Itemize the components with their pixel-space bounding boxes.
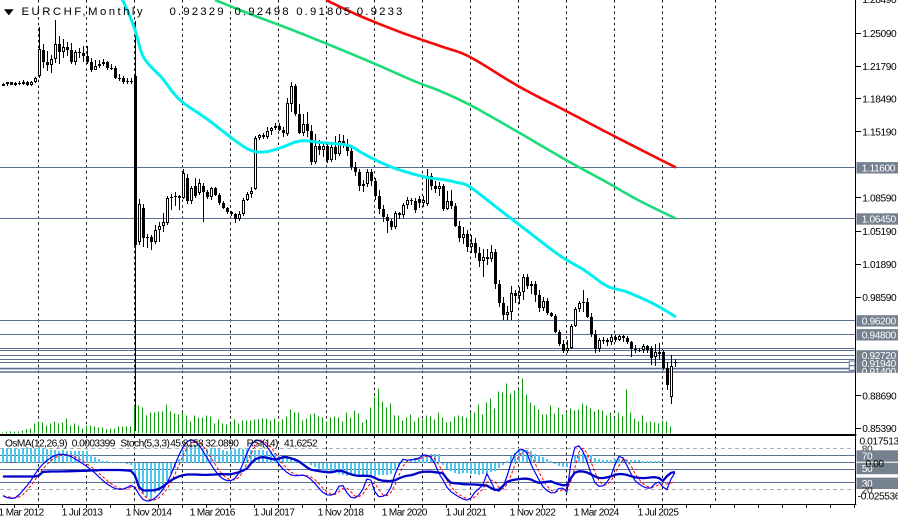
- svg-text:32.0890: 32.0890: [205, 438, 239, 449]
- svg-text:1 Jul 2013: 1 Jul 2013: [62, 507, 104, 518]
- svg-text:0.91940: 0.91940: [862, 359, 897, 370]
- svg-text:45.8158: 45.8158: [170, 438, 204, 449]
- svg-text:OsMA(12,26,9): OsMA(12,26,9): [5, 438, 67, 449]
- svg-text:0.88690: 0.88690: [862, 391, 897, 402]
- svg-text:EURCHF,Monthly: EURCHF,Monthly: [22, 6, 146, 18]
- svg-text:1 Mar 2012: 1 Mar 2012: [0, 507, 45, 518]
- svg-text:30: 30: [862, 479, 873, 490]
- svg-text:0.91805: 0.91805: [296, 6, 352, 18]
- svg-text:20: 20: [862, 485, 873, 496]
- svg-text:1 Nov 2022: 1 Nov 2022: [510, 507, 557, 518]
- svg-text:1 Jul 2017: 1 Jul 2017: [254, 507, 296, 518]
- svg-text:0.96200: 0.96200: [862, 317, 897, 328]
- svg-text:1.18490: 1.18490: [862, 95, 897, 106]
- svg-text:1.05190: 1.05190: [862, 227, 897, 238]
- svg-text:1.01890: 1.01890: [862, 260, 897, 271]
- svg-text:1.06450: 1.06450: [862, 215, 897, 226]
- svg-text:Stoch(5,3,3): Stoch(5,3,3): [120, 438, 169, 449]
- svg-text:0.94800: 0.94800: [862, 331, 897, 342]
- svg-text:0.92329: 0.92329: [170, 6, 226, 18]
- svg-text:0.91400: 0.91400: [862, 367, 897, 378]
- svg-text:1 Nov 2014: 1 Nov 2014: [126, 507, 173, 518]
- svg-text:1.25090: 1.25090: [862, 29, 897, 40]
- svg-text:-0.025536: -0.025536: [858, 491, 898, 502]
- svg-text:0.85390: 0.85390: [862, 424, 897, 435]
- svg-text:0.92498: 0.92498: [235, 6, 291, 18]
- svg-text:0.98590: 0.98590: [862, 293, 897, 304]
- svg-text:41.6252: 41.6252: [284, 438, 318, 449]
- svg-text:1 Nov 2018: 1 Nov 2018: [318, 507, 365, 518]
- svg-text:0.00: 0.00: [866, 459, 885, 470]
- svg-text:1 Mar 2016: 1 Mar 2016: [190, 507, 236, 518]
- svg-text:1.21790: 1.21790: [862, 62, 897, 73]
- svg-text:0.92720: 0.92720: [862, 351, 897, 362]
- svg-text:50: 50: [862, 464, 873, 475]
- svg-text:1.28490: 1.28490: [862, 0, 897, 6]
- svg-text:1.08590: 1.08590: [862, 193, 897, 204]
- svg-text:1.15190: 1.15190: [862, 128, 897, 139]
- svg-text:70: 70: [862, 452, 873, 463]
- svg-text:RSI(14): RSI(14): [247, 438, 278, 449]
- svg-text:80: 80: [862, 445, 873, 456]
- svg-text:1 Jul 2021: 1 Jul 2021: [446, 507, 488, 518]
- svg-text:1 Jul 2025: 1 Jul 2025: [638, 507, 680, 518]
- svg-text:1 Mar 2024: 1 Mar 2024: [574, 507, 620, 518]
- svg-text:1.11600: 1.11600: [862, 164, 896, 175]
- svg-text:0.0003399: 0.0003399: [72, 438, 116, 449]
- svg-text:1 Mar 2020: 1 Mar 2020: [382, 507, 428, 518]
- svg-text:0.9233: 0.9233: [357, 6, 405, 18]
